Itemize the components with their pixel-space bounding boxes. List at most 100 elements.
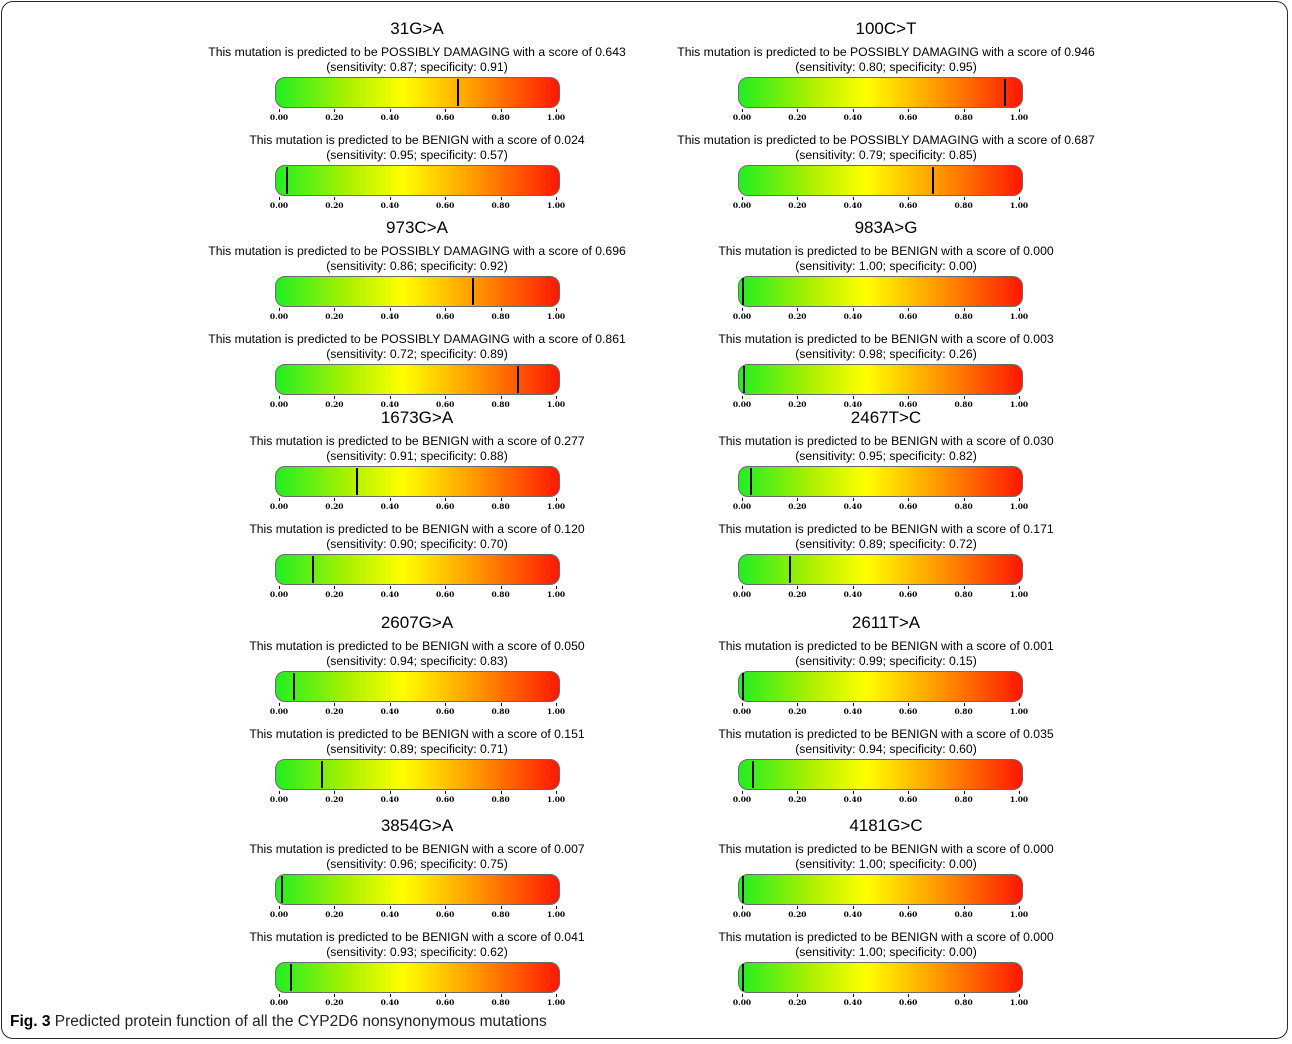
axis-tick [334, 109, 336, 112]
axis-tick-label: 0.20 [788, 795, 807, 804]
axis-tick [1019, 308, 1020, 311]
axis-tick [334, 197, 336, 200]
score-axis: 0.00 0.20 0.40 0.60 0.80 1.00 [733, 498, 1028, 512]
axis-tick-label: 1.00 [546, 113, 566, 122]
axis-tick [389, 109, 391, 112]
axis-tick [742, 197, 743, 200]
axis-tick-label: 1.00 [1009, 400, 1029, 409]
axis-tick-label: 0.00 [269, 312, 289, 321]
axis-tick-label: 1.00 [546, 998, 566, 1007]
axis-tick [908, 586, 910, 589]
axis-tick [445, 396, 447, 399]
prediction-text: This mutation is predicted to be BENIGN … [718, 842, 1054, 856]
axis-tick [389, 586, 391, 589]
axis-tick [556, 906, 557, 909]
score-bar [275, 77, 560, 108]
axis-tick [797, 109, 799, 112]
mutation-panel: 2467T>C This mutation is predicted to be … [586, 409, 1186, 609]
axis-tick [389, 791, 391, 794]
axis-tick [742, 703, 743, 706]
axis-tick-label: 0.00 [732, 910, 752, 919]
axis-tick-label: 0.60 [436, 201, 455, 210]
mutation-title: 100C>T [855, 19, 917, 38]
score-marker [751, 761, 754, 788]
axis-tick-label: 0.00 [269, 998, 289, 1007]
axis-tick [852, 994, 854, 997]
score-bar [275, 554, 560, 585]
axis-tick-label: 0.20 [788, 113, 807, 122]
axis-tick-label: 0.00 [269, 502, 289, 511]
score-bar [738, 77, 1023, 108]
axis-tick-label: 0.00 [732, 113, 752, 122]
score-bar [738, 165, 1023, 196]
axis-tick [389, 994, 391, 997]
prediction-stats: (sensitivity: 0.91; specificity: 0.88) [326, 449, 508, 463]
mutation-panel: 2611T>A This mutation is predicted to be … [586, 614, 1186, 814]
axis-tick-label: 0.40 [843, 795, 862, 804]
axis-tick [556, 498, 557, 501]
score-axis: 0.00 0.20 0.40 0.60 0.80 1.00 [270, 906, 565, 920]
axis-tick-label: 1.00 [1009, 707, 1029, 716]
mutation-title: 2467T>C [850, 408, 922, 427]
axis-tick [908, 498, 910, 501]
axis-tick [279, 109, 280, 112]
axis-tick [500, 308, 502, 311]
axis-tick [445, 703, 447, 706]
axis-tick-label: 0.40 [843, 502, 862, 511]
axis-tick-label: 0.60 [436, 590, 455, 599]
axis-tick-label: 0.00 [732, 590, 752, 599]
axis-tick-label: 0.80 [954, 201, 973, 210]
axis-tick-label: 0.00 [732, 312, 752, 321]
axis-tick-label: 1.00 [1009, 795, 1029, 804]
axis-tick [389, 498, 391, 501]
score-axis: 0.00 0.20 0.40 0.60 0.80 1.00 [733, 906, 1028, 920]
score-bar [738, 962, 1023, 993]
axis-tick [1019, 994, 1020, 997]
axis-tick-label: 0.40 [843, 400, 862, 409]
score-marker [517, 366, 520, 393]
score-bar [738, 364, 1023, 395]
score-axis: 0.00 0.20 0.40 0.60 0.80 1.00 [270, 994, 565, 1008]
mutation-title: 2611T>A [851, 613, 921, 632]
axis-tick-label: 0.60 [899, 998, 918, 1007]
axis-tick-label: 0.80 [491, 312, 510, 321]
axis-tick [279, 586, 280, 589]
score-axis: 0.00 0.20 0.40 0.60 0.80 1.00 [733, 994, 1028, 1008]
axis-tick-label: 0.20 [788, 590, 807, 599]
score-marker [280, 876, 283, 903]
axis-tick-label: 0.80 [954, 795, 973, 804]
prediction-text: This mutation is predicted to be POSSIBL… [208, 332, 626, 346]
figure-caption: Fig. 3 Predicted protein function of all… [10, 1013, 547, 1031]
axis-tick [908, 791, 910, 794]
axis-tick-label: 1.00 [546, 201, 566, 210]
axis-tick-label: 0.80 [491, 113, 510, 122]
axis-tick-label: 0.60 [899, 502, 918, 511]
axis-tick [1019, 396, 1020, 399]
axis-tick [556, 703, 557, 706]
axis-tick-label: 0.60 [436, 707, 455, 716]
axis-tick-label: 1.00 [546, 400, 566, 409]
prediction-text: This mutation is predicted to be BENIGN … [718, 639, 1054, 653]
prediction-text: This mutation is predicted to be POSSIBL… [208, 244, 626, 258]
axis-tick [742, 791, 743, 794]
axis-tick-label: 0.00 [732, 707, 752, 716]
mutation-panel: 973C>A This mutation is predicted to be P… [117, 219, 717, 419]
axis-tick [908, 109, 910, 112]
axis-tick [279, 308, 280, 311]
axis-tick-label: 0.00 [269, 400, 289, 409]
prediction-text: This mutation is predicted to be BENIGN … [718, 434, 1054, 448]
score-bar [275, 276, 560, 307]
score-axis: 0.00 0.20 0.40 0.60 0.80 1.00 [733, 109, 1028, 123]
score-bar [738, 759, 1023, 790]
axis-tick-label: 0.00 [732, 998, 752, 1007]
axis-tick-label: 1.00 [546, 312, 566, 321]
axis-tick-label: 0.20 [788, 201, 807, 210]
prediction-text: This mutation is predicted to be BENIGN … [249, 133, 585, 147]
axis-tick-label: 0.60 [436, 910, 455, 919]
score-marker [471, 278, 474, 305]
prediction-stats: (sensitivity: 0.95; specificity: 0.57) [326, 148, 508, 162]
score-bar [738, 874, 1023, 905]
prediction-stats: (sensitivity: 0.94; specificity: 0.83) [326, 654, 508, 668]
score-bar [275, 759, 560, 790]
prediction-text: This mutation is predicted to be BENIGN … [718, 930, 1054, 944]
